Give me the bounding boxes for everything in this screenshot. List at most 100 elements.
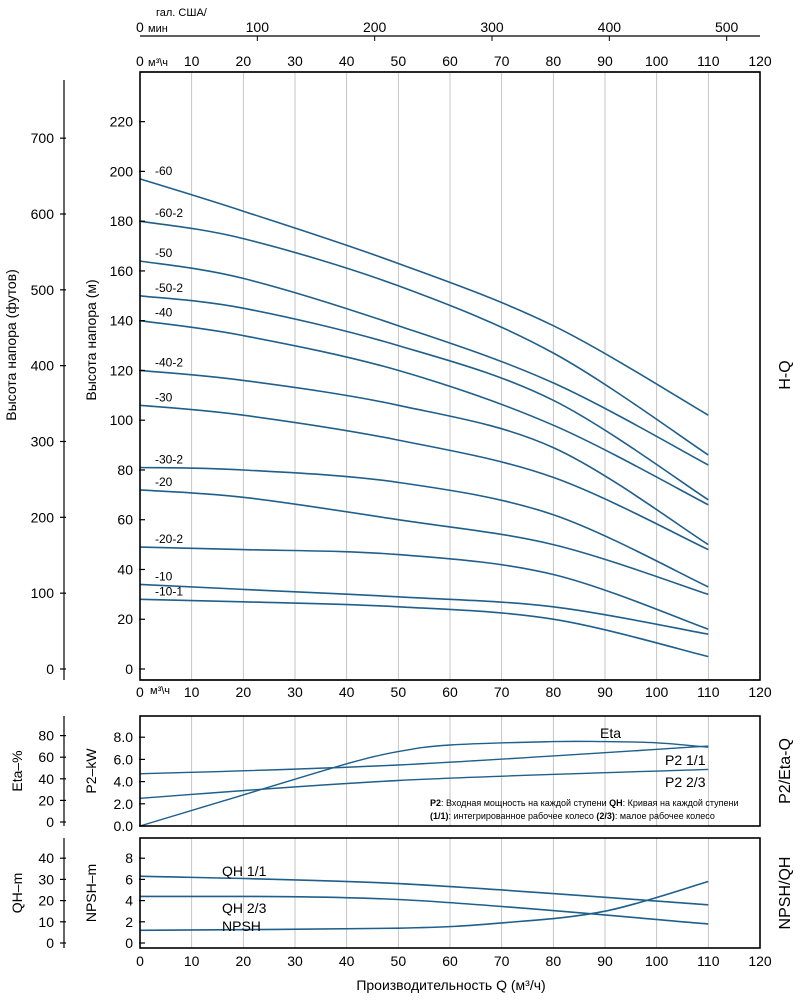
- m3h-top-tick-label: 80: [546, 53, 562, 69]
- y-tick-label: 500: [31, 282, 55, 298]
- m3h-top-tick-label: 120: [748, 53, 772, 69]
- y-tick-label: 200: [31, 509, 55, 525]
- hq-curve-label: -30: [155, 390, 173, 404]
- y-tick-label: 20: [117, 611, 133, 627]
- p2-grid: [191, 716, 709, 826]
- x-tick-label: 70: [494, 684, 510, 700]
- hq-x-ticks: 0 10 20 30 40 50 60 70 80 90 100 110 120: [136, 684, 772, 700]
- hq-curve-label: -60: [155, 164, 173, 178]
- hq-y-ticks-feet: 0 100 200 300 400 500 600 700: [31, 130, 66, 677]
- y-tick-label: 6: [125, 871, 133, 887]
- npsh-y-label: NPSH–m: [83, 864, 99, 922]
- hq-curve: [139, 295, 709, 501]
- npsh-curve-label: NPSH: [222, 918, 261, 934]
- hq-grid: [191, 72, 709, 680]
- y-tick-label: 140: [110, 313, 134, 329]
- usgpm-unit-label: гал. США/: [156, 7, 208, 19]
- npsh-curves: QH 1/1 QH 2/3 NPSH: [139, 863, 709, 934]
- npsh-curve-label: QH 2/3: [222, 900, 267, 916]
- hq-panel-title: H-Q: [777, 360, 794, 389]
- x-tick-label: 20: [236, 684, 252, 700]
- hq-y-label: Высота напора (м): [83, 279, 99, 400]
- hq-curve-label: -20-2: [155, 532, 183, 546]
- x-tick-label: 10: [184, 684, 200, 700]
- x-tick-label: 120: [748, 684, 772, 700]
- x-tick-label: 30: [287, 684, 303, 700]
- qh-y-label: QH–m: [9, 873, 25, 913]
- y-tick-label: 20: [38, 792, 54, 808]
- hq-chart-panel: -60-60-2-50-50-2-40-40-2-30-30-2-20-20-2…: [3, 71, 794, 700]
- p2-frame: [139, 715, 761, 827]
- npsh-curve-label: QH 1/1: [222, 863, 267, 879]
- p2-curve-label: Eta: [600, 725, 621, 741]
- note-line-2: (1/1): интегрированное рабочее колесо (2…: [430, 811, 715, 821]
- y-tick-label: 180: [110, 213, 134, 229]
- y-tick-label: 40: [117, 561, 133, 577]
- hq-curve-label: -10: [155, 569, 173, 583]
- y-tick-label: 700: [31, 130, 55, 146]
- y-tick-label: 8.0: [114, 729, 134, 745]
- note-11-text: : интегрированное рабочее колесо: [449, 811, 597, 821]
- legend-note: P2: Входная мощность на каждой ступени Q…: [430, 798, 739, 821]
- y-tick-label: 220: [110, 114, 134, 130]
- usgpm-tick-label: 100: [246, 19, 270, 35]
- p2-y-label: P2–kW: [83, 748, 99, 794]
- x-tick-label: 60: [442, 953, 458, 969]
- y-tick-label: 4: [125, 893, 133, 909]
- note-p2-text: : Входная мощность на каждой ступени: [441, 798, 609, 808]
- y-tick-label: 2: [125, 914, 133, 930]
- hq-frame: [139, 71, 761, 681]
- x-tick-label: 110: [697, 684, 720, 700]
- note-23-text: : малое рабочее колесо: [615, 811, 715, 821]
- note-p2-term: P2: [430, 798, 441, 808]
- y-tick-label: 100: [110, 412, 134, 428]
- x-tick-label: 0: [136, 953, 144, 969]
- hq-curve: [139, 178, 709, 416]
- npsh-frame: [139, 837, 761, 949]
- p2-curve-label: P2 2/3: [665, 774, 706, 790]
- y-tick-label: 40: [38, 771, 54, 787]
- x-axis-title: Производительность Q (м³/ч): [356, 977, 545, 993]
- hq-curve: [139, 404, 709, 551]
- eta-y-ticks: 0 20 40 60 80: [38, 728, 66, 830]
- x-tick-label: 90: [597, 684, 613, 700]
- x-tick-label: 100: [645, 953, 669, 969]
- m3h-top-tick-label: 100: [645, 53, 669, 69]
- npsh-qh-chart-panel: QH 1/1 QH 2/3 NPSH 0 2 4 6 8 0 10 20 30 40 0 10 20 30…: [9, 837, 794, 993]
- m3h-top-ticks: 10 20 30 40 50 60 70 80 90 100 110 120: [184, 53, 772, 69]
- hq-curves: -60 -60-2 -50 -50-2 -40 -40-2 -30 -30-2 -20 -20-2…: [139, 164, 709, 658]
- p2-curve-label: P2 1/1: [665, 752, 706, 768]
- npsh-y-ticks: 0 2 4 6 8: [125, 850, 145, 951]
- hq-curve: [139, 319, 709, 506]
- hq-curve-label: -50-2: [155, 281, 183, 295]
- y-tick-label: 0: [46, 661, 54, 677]
- y-tick-label: 300: [31, 433, 55, 449]
- x-tick-label: 80: [546, 684, 562, 700]
- x-tick-label: 120: [748, 953, 772, 969]
- hq-curve: [139, 546, 709, 630]
- y-tick-label: 20: [38, 893, 54, 909]
- npsh-curve: [139, 880, 709, 932]
- hq-curve-label: -50: [155, 246, 173, 260]
- y-tick-label: 80: [117, 462, 133, 478]
- y-tick-label: 8: [125, 850, 133, 866]
- y-tick-label: 0: [46, 814, 54, 830]
- m3h-top-tick-label: 60: [442, 53, 458, 69]
- eta-y-label: Eta–%: [9, 750, 25, 791]
- p2-panel-title: P2/Eta-Q: [777, 738, 794, 804]
- usgpm-tick-label: 500: [715, 19, 739, 35]
- y-tick-label: 40: [38, 850, 54, 866]
- m3h-top-tick-label: 90: [597, 53, 613, 69]
- m3h-top-tick-label: 110: [697, 53, 720, 69]
- y-tick-label: 120: [110, 362, 134, 378]
- m3h-top-tick-label: 30: [287, 53, 303, 69]
- hq-y-label-feet: Высота напора (футов): [3, 269, 19, 420]
- note-qh-term: QH: [609, 798, 623, 808]
- y-tick-label: 4.0: [114, 774, 134, 790]
- x-tick-label: 40: [339, 684, 355, 700]
- y-tick-label: 0: [46, 935, 54, 951]
- hq-y-ticks: 0 20 40 60 80 100 120 140 160 180 200 220: [110, 114, 145, 677]
- y-tick-label: 0: [125, 661, 133, 677]
- hq-curve: [139, 369, 709, 546]
